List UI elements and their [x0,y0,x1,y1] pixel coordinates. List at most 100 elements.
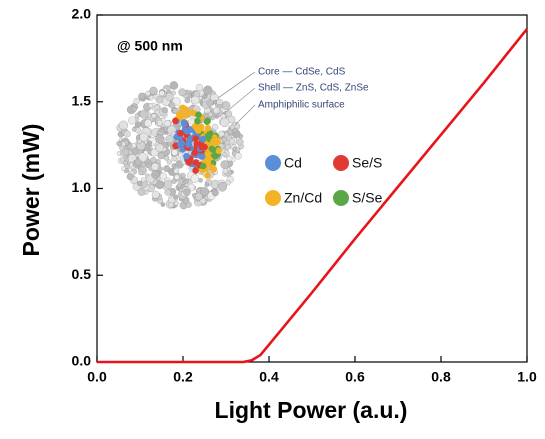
atom [208,164,216,171]
atom [198,143,205,151]
ligand [163,165,171,172]
atom [192,167,199,174]
ligand [154,104,160,111]
nanoparticle-illustration [116,71,256,210]
ligand [155,143,165,153]
atom [179,104,186,112]
ligand [126,173,134,181]
ligand [181,177,186,182]
ligand [174,174,180,180]
atom [195,111,202,119]
ligand [191,95,200,105]
ligand [139,109,149,119]
legend-dot [333,190,349,206]
ligand [134,158,142,166]
x-tick-label: 0.0 [87,369,107,385]
ligand [226,155,233,162]
ligand [163,119,171,127]
atom [209,146,217,153]
ligand [212,189,219,197]
ligand [157,152,165,160]
callout-label: Core — CdSe, CdS [258,67,346,78]
ligand [133,97,140,105]
x-tick-label: 0.2 [173,369,193,385]
atom [204,172,211,179]
atom [199,162,207,170]
atom [187,135,194,143]
ligand [155,134,164,143]
atom [194,117,201,125]
legend-dot [333,155,349,171]
ligand [225,180,231,186]
y-tick-label: 0.0 [72,353,92,369]
ligand [138,152,148,162]
ligand [148,103,154,108]
atom [203,118,211,126]
ligand [218,130,225,137]
ligand [228,138,236,145]
y-tick-label: 0.5 [72,266,92,282]
atom [185,141,192,148]
ligand [222,152,227,157]
ligand [148,95,154,101]
atom [206,129,214,137]
ligand [151,113,157,119]
callout-line [225,87,256,113]
ligand [159,172,167,180]
ligand [137,188,146,196]
atom [192,135,199,142]
ligand [119,157,125,163]
ligand [168,102,176,109]
ligand [166,159,172,165]
ligand [128,116,137,125]
ligand [137,139,142,144]
x-tick-label: 0.8 [431,369,451,385]
ligand [220,117,230,128]
ligand [232,127,238,134]
x-tick-label: 0.4 [259,369,279,385]
ligand [151,162,160,171]
ligand [204,182,210,188]
ligand [190,174,200,183]
ligand [145,90,151,97]
y-tick-label: 2.0 [72,6,92,22]
ligand [155,159,161,164]
legend-label: Se/S [352,155,382,171]
ligand [122,160,128,166]
ligand [174,201,179,206]
ligand [234,152,242,160]
ligand [130,106,137,113]
callout-label: Shell — ZnS, CdS, ZnSe [258,83,369,94]
ligand [203,85,213,95]
legend-dot [265,190,281,206]
ligand [183,188,191,196]
ligand [184,97,191,104]
x-axis-title: Light Power (a.u.) [215,397,408,423]
ligand [220,160,230,170]
atom [211,152,219,160]
ligand [229,124,235,130]
atom [210,137,217,145]
ligand [178,88,187,97]
callout-line [234,104,256,126]
ligand [161,107,168,114]
ligand [213,106,221,114]
ligand [169,81,179,90]
ligand [123,130,131,138]
ligand [141,162,146,168]
atom [183,152,190,160]
ligand [155,95,164,104]
ligand [139,132,149,142]
ligand [159,90,165,97]
ligand [134,121,142,128]
atom [175,110,183,118]
ligand [235,147,241,153]
ligand [122,148,130,156]
legend-label: Zn/Cd [284,190,322,206]
ligand [138,92,146,100]
ligand [156,119,163,126]
atom [195,127,202,134]
ligand [218,181,227,191]
ligand [136,180,143,187]
